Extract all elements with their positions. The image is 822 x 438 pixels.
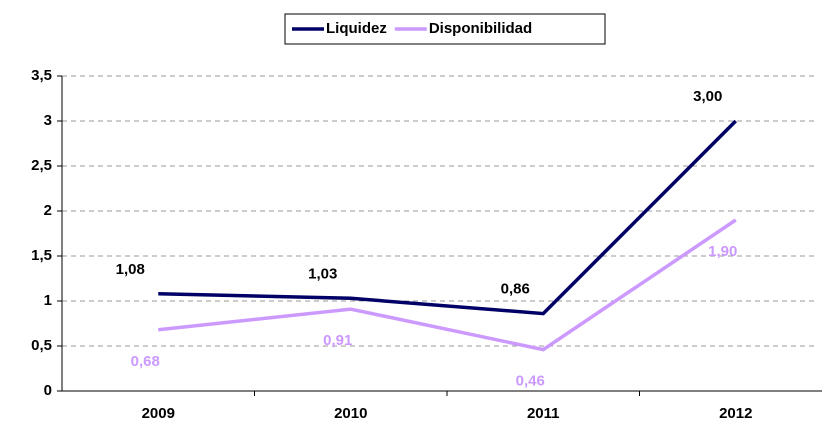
data-label: 0,86 [501,281,530,298]
y-tick-label: 2,5 [31,157,52,174]
legend-label: Disponibilidad [429,20,532,37]
data-label: 3,00 [693,88,722,105]
data-label: 1,03 [308,265,337,282]
y-tick-label: 1,5 [31,247,52,264]
x-tick-label: 2009 [142,405,175,422]
data-label: 1,08 [116,261,145,278]
data-label: 0,68 [131,353,160,370]
x-tick-label: 2010 [334,405,367,422]
legend-box [284,13,606,45]
y-tick-label: 2 [44,202,52,219]
data-label: 1,90 [708,243,737,260]
data-label: 0,46 [516,373,545,390]
legend-label: Liquidez [326,20,387,37]
x-tick-label: 2011 [527,405,560,422]
y-tick-label: 0,5 [31,337,52,354]
x-tick-label: 2012 [719,405,752,422]
y-tick-label: 3 [44,112,52,129]
series-line [158,218,737,352]
series-line [158,119,737,316]
y-tick-label: 1 [44,292,52,309]
y-tick-label: 3,5 [31,67,52,84]
y-tick-label: 0 [44,382,52,399]
data-label: 0,91 [323,332,352,349]
